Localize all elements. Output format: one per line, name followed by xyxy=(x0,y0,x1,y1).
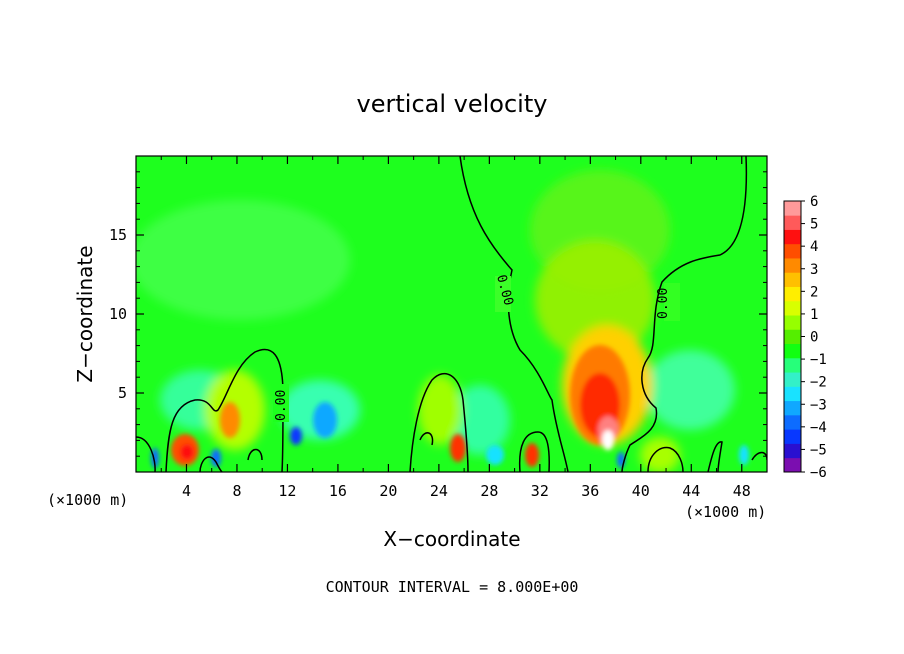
contour-interval-note: CONTOUR INTERVAL = 8.000E+00 xyxy=(326,578,579,596)
colorbar-segment xyxy=(784,372,801,387)
x-tick-label: 24 xyxy=(430,482,448,500)
colorbar-segment xyxy=(784,286,801,302)
colorbar-segment xyxy=(784,400,801,416)
colorbar-segment xyxy=(784,443,801,459)
y-tick-label: 15 xyxy=(109,226,127,244)
colorbar-label: 5 xyxy=(810,217,818,233)
x-tick-label: 12 xyxy=(278,482,296,500)
colorbar-label: −3 xyxy=(810,397,827,413)
x-unit-left: (×1000 m) xyxy=(47,491,128,509)
x-tick-label: 32 xyxy=(531,482,549,500)
contour-label: 0.00 xyxy=(656,288,671,319)
colorbar-segment xyxy=(784,229,801,245)
colorbar-label: 2 xyxy=(810,284,818,300)
colorbar-segment xyxy=(784,243,801,259)
colorbar-segment xyxy=(784,201,801,216)
x-tick-label: 40 xyxy=(632,482,650,500)
colorbar-label: 1 xyxy=(810,307,818,323)
contour-label: 0.00 xyxy=(274,390,289,421)
heatmap-field xyxy=(136,156,767,472)
colorbar-segment xyxy=(784,386,801,402)
colorbar-segment xyxy=(784,414,801,430)
x-tick-label: 16 xyxy=(329,482,347,500)
colorbar-segment xyxy=(784,357,801,373)
colorbar-label: −4 xyxy=(810,420,827,436)
colorbar-label: 6 xyxy=(810,194,818,210)
x-tick-label: 44 xyxy=(682,482,700,500)
x-tick-label: 20 xyxy=(379,482,397,500)
chart-title: vertical velocity xyxy=(357,90,548,118)
y-tick-label: 5 xyxy=(118,384,127,402)
colorbar-segment xyxy=(784,329,801,345)
colorbar-segment xyxy=(784,429,801,444)
colorbar-segment xyxy=(784,343,801,359)
x-tick-label: 28 xyxy=(480,482,498,500)
colorbar-label: 0 xyxy=(810,330,818,346)
colorbar-label: 3 xyxy=(810,262,818,278)
colorbar-segment xyxy=(784,300,801,316)
x-tick-label: 8 xyxy=(232,482,241,500)
colorbar-label: −6 xyxy=(810,465,827,481)
colorbar-label: −5 xyxy=(810,442,827,458)
x-tick-label: 36 xyxy=(581,482,599,500)
x-unit-right: (×1000 m) xyxy=(685,503,766,521)
y-axis-label: Z−coordinate xyxy=(73,245,97,382)
colorbar-label: 4 xyxy=(810,239,818,255)
colorbar-segment xyxy=(784,258,801,273)
zero-contours xyxy=(136,156,767,472)
colorbar-label: −1 xyxy=(810,352,827,368)
contour-labels: 0.00 0.00 0.00 xyxy=(273,273,680,422)
y-tick-label: 10 xyxy=(109,305,127,323)
colorbar-segment xyxy=(784,457,801,473)
x-axis-label: X−coordinate xyxy=(383,527,520,551)
colorbar-label: −2 xyxy=(810,375,827,391)
colorbar: 6 5 4 3 2 1 0 −1 −2 −3 −4 −5 −6 xyxy=(783,194,827,481)
colorbar-segment xyxy=(784,215,801,230)
x-tick-label: 48 xyxy=(733,482,751,500)
colorbar-segment xyxy=(784,315,801,330)
colorbar-segment xyxy=(784,272,801,287)
x-tick-label: 4 xyxy=(182,482,191,500)
